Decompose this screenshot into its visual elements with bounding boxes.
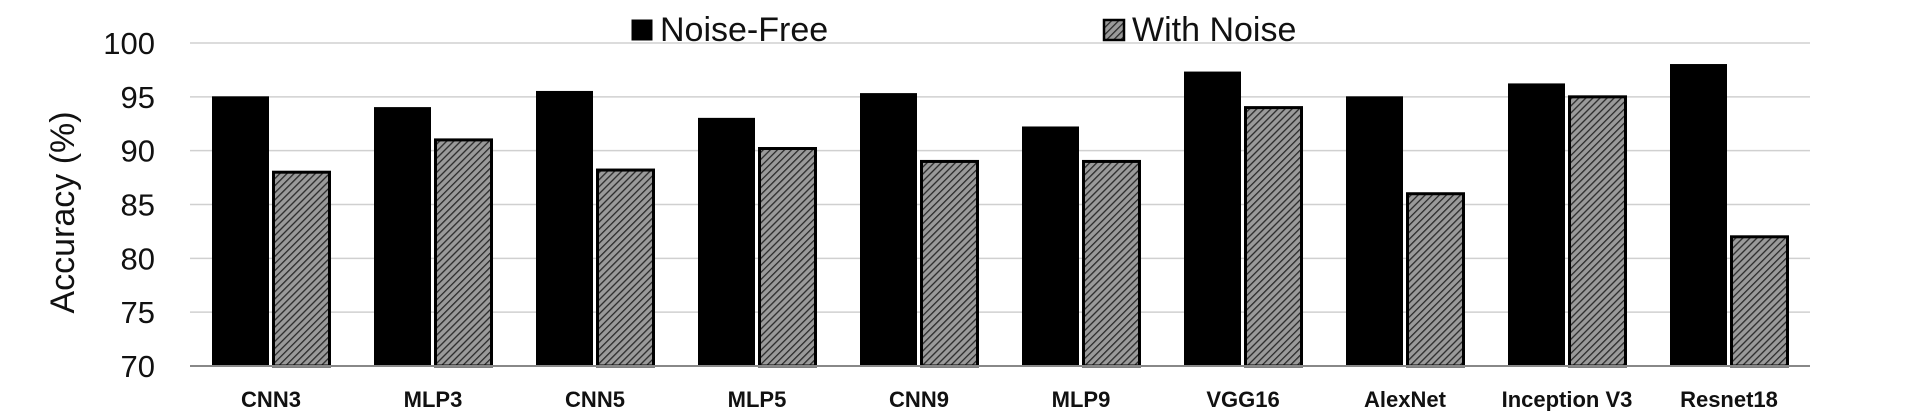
- legend-swatch: [631, 19, 653, 41]
- y-tick-label: 80: [121, 241, 155, 276]
- bar-with-noise: [1730, 235, 1789, 368]
- bar-with-noise: [1568, 95, 1627, 368]
- x-tick-label: CNN5: [565, 387, 625, 411]
- x-tick-label: Resnet18: [1680, 387, 1778, 411]
- gridlines: [190, 42, 1810, 313]
- bar-with-noise: [596, 168, 655, 368]
- y-tick-label: 90: [121, 134, 155, 169]
- bar-noise-free: [698, 117, 755, 367]
- y-tick-label: 75: [121, 295, 155, 330]
- bar-with-noise: [434, 138, 493, 368]
- y-tick-label: 100: [103, 26, 155, 61]
- x-tick-label: AlexNet: [1364, 387, 1447, 411]
- legend-label: Noise-Free: [660, 11, 828, 49]
- y-tick-label: 70: [121, 349, 155, 384]
- x-tick-label: MLP9: [1052, 387, 1111, 411]
- bar-noise-free: [1022, 126, 1079, 367]
- bar-with-noise: [758, 147, 817, 368]
- bars: [212, 64, 1789, 368]
- x-tick-label: CNN3: [241, 387, 301, 411]
- bar-with-noise: [1082, 159, 1141, 368]
- bar-noise-free: [374, 107, 431, 367]
- x-tick-label: VGG16: [1206, 387, 1279, 411]
- y-axis-ticks: 70 75 80 85 90 95 100: [103, 26, 155, 384]
- y-axis-label: Accuracy (%): [44, 111, 82, 313]
- bar-noise-free: [212, 96, 269, 367]
- y-tick-label: 95: [121, 80, 155, 115]
- bar-noise-free: [536, 90, 593, 367]
- legend-swatch: [1102, 18, 1126, 42]
- bar-noise-free: [1508, 83, 1565, 367]
- x-tick-label: CNN9: [889, 387, 949, 411]
- x-axis-ticks: CNN3 MLP3 CNN5 MLP5 CNN9 MLP9 VGG16 AlexNet Ince…: [241, 387, 1778, 411]
- bar-noise-free: [1184, 71, 1241, 367]
- bar-noise-free: [1346, 96, 1403, 367]
- legend: Noise-Free With Noise: [631, 11, 1296, 49]
- bar-with-noise: [1406, 192, 1465, 368]
- bar-with-noise: [272, 170, 331, 368]
- bar-with-noise: [920, 159, 979, 368]
- legend-label: With Noise: [1132, 11, 1296, 49]
- bar-noise-free: [860, 93, 917, 367]
- bar-with-noise: [1244, 106, 1303, 368]
- bar-noise-free: [1670, 64, 1727, 367]
- x-tick-label: MLP3: [404, 387, 463, 411]
- x-tick-label: Inception V3: [1502, 387, 1633, 411]
- y-tick-label: 85: [121, 188, 155, 223]
- x-tick-label: MLP5: [728, 387, 787, 411]
